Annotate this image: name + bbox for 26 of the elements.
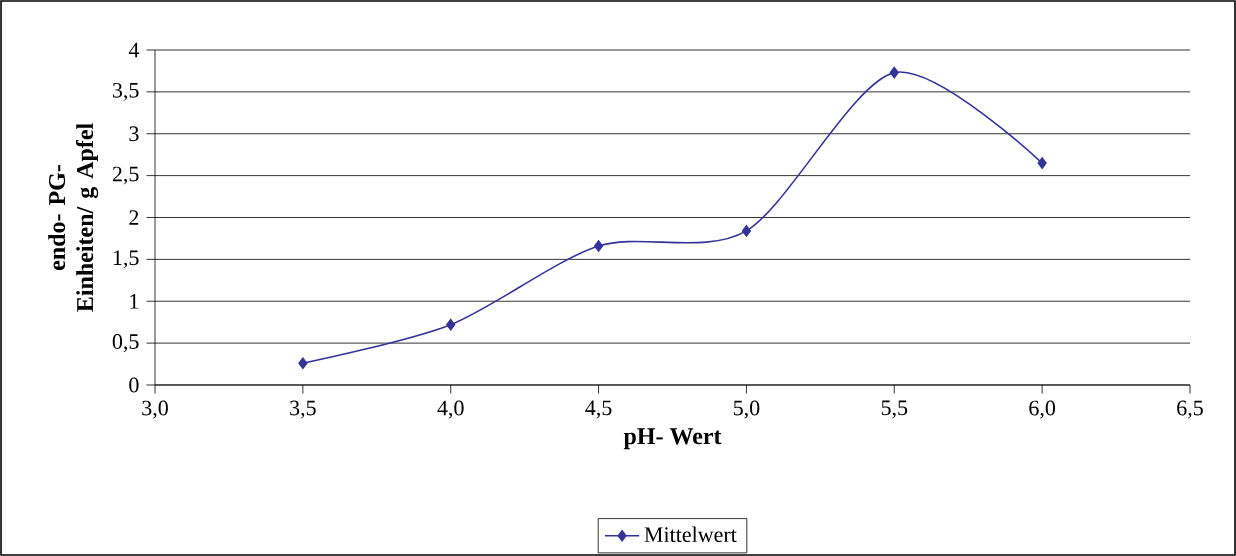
legend-label: Mittelwert [644, 526, 737, 543]
x-tick-label: 3,5 [290, 400, 316, 419]
x-tick-label: 5,0 [733, 400, 760, 419]
x-tick-label: 6,0 [1029, 400, 1056, 419]
point [594, 240, 604, 252]
x-axis-title: pH- Wert [623, 428, 722, 450]
x-tick-label: 5,5 [881, 400, 908, 419]
point [1037, 157, 1047, 169]
y-tick-label: 3,5 [112, 82, 139, 101]
y-axis-title: endo- PG- Einheiten/ g Apfel [48, 123, 99, 312]
point [298, 357, 308, 370]
y-tick-label: 4 [128, 42, 140, 58]
y-tick-label: 0 [129, 377, 139, 393]
y-tick-label: 2 [129, 210, 139, 225]
y-tick-label: 3 [129, 126, 139, 142]
x-tick-label: 4,0 [437, 400, 464, 419]
y-tick-label: 1 [130, 293, 139, 309]
point [889, 66, 899, 79]
y-tick-label: 0,5 [112, 334, 139, 353]
x-tick-label: 4,5 [585, 400, 612, 419]
x-tick-label: 3,0 [142, 400, 168, 419]
y-tick-label: 2,5 [112, 166, 139, 185]
point [446, 318, 456, 331]
x-tick-label: 6,5 [1177, 400, 1203, 419]
point [741, 225, 751, 237]
y-tick-label: 1,5 [113, 250, 139, 269]
